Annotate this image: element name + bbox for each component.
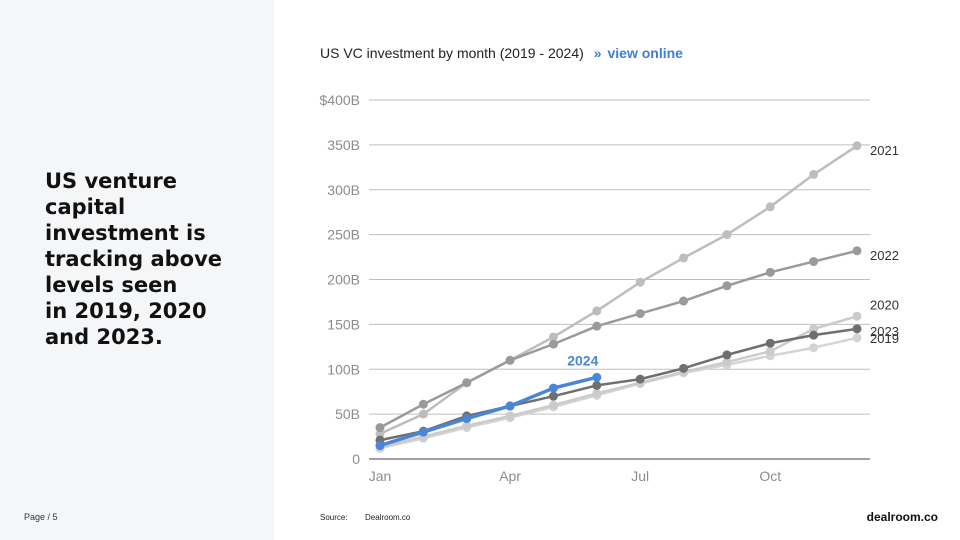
series-line-2024 bbox=[379, 375, 598, 448]
series-line-2019 bbox=[379, 336, 858, 450]
data-point-2022 bbox=[765, 267, 775, 277]
y-tick-label: 250B bbox=[327, 227, 360, 243]
data-point-2022 bbox=[418, 399, 428, 409]
chevron-right-icon: » bbox=[593, 45, 602, 61]
chart-title: US VC investment by month (2019 - 2024) … bbox=[320, 45, 683, 61]
data-point-2021 bbox=[635, 277, 645, 287]
data-point-2024 bbox=[462, 414, 472, 424]
data-point-2022 bbox=[852, 246, 862, 256]
data-point-2020 bbox=[592, 388, 602, 398]
page-number: Page / 5 bbox=[24, 512, 58, 522]
y-tick-label: 350B bbox=[327, 137, 360, 153]
data-point-2022 bbox=[375, 423, 385, 433]
data-point-2020 bbox=[852, 311, 862, 321]
series-label-2023: 2023 bbox=[870, 324, 899, 339]
series-line-2023 bbox=[379, 327, 858, 442]
data-point-2023 bbox=[852, 324, 862, 334]
data-point-2024 bbox=[548, 383, 558, 393]
headline: US venture capital investment is trackin… bbox=[45, 169, 223, 349]
x-tick-label: Jan bbox=[369, 468, 392, 484]
data-point-2023 bbox=[809, 330, 819, 340]
left-panel bbox=[0, 0, 274, 540]
series-line-2022 bbox=[379, 249, 858, 429]
data-point-2023 bbox=[592, 380, 602, 390]
y-tick-label: 150B bbox=[327, 316, 360, 332]
data-point-2020 bbox=[462, 421, 472, 431]
source-label: Source: bbox=[320, 513, 348, 522]
data-point-2022 bbox=[679, 296, 689, 306]
view-online-link[interactable]: » view online bbox=[594, 45, 683, 61]
source-value: Dealroom.co bbox=[365, 513, 411, 522]
data-point-2023 bbox=[548, 391, 558, 401]
data-point-2023 bbox=[635, 374, 645, 384]
chart-title-text: US VC investment by month (2019 - 2024) bbox=[320, 45, 584, 61]
series-label-2021: 2021 bbox=[870, 143, 899, 158]
data-point-2021 bbox=[679, 253, 689, 263]
data-point-2023 bbox=[679, 363, 689, 373]
data-point-2020 bbox=[765, 346, 775, 356]
x-tick-label: Jul bbox=[631, 468, 649, 484]
data-point-2024 bbox=[375, 441, 385, 451]
data-point-2021 bbox=[418, 409, 428, 419]
data-point-2019 bbox=[852, 333, 862, 343]
data-point-2022 bbox=[505, 355, 515, 365]
x-tick-label: Apr bbox=[499, 468, 521, 484]
series-label-2022: 2022 bbox=[870, 248, 899, 263]
data-point-2021 bbox=[722, 230, 732, 240]
data-point-2021 bbox=[592, 306, 602, 316]
y-tick-label: 300B bbox=[327, 182, 360, 198]
data-point-2020 bbox=[548, 400, 558, 410]
data-point-2021 bbox=[375, 429, 385, 439]
data-point-2022 bbox=[462, 378, 472, 388]
series-line-2021 bbox=[379, 144, 858, 436]
data-point-2023 bbox=[765, 338, 775, 348]
data-point-2019 bbox=[809, 343, 819, 353]
data-point-2020 bbox=[722, 357, 732, 367]
y-tick-label: 50B bbox=[335, 406, 360, 422]
data-point-2024 bbox=[418, 427, 428, 437]
data-point-2022 bbox=[548, 339, 558, 349]
series-line-2020 bbox=[379, 315, 858, 449]
data-point-2022 bbox=[722, 281, 732, 291]
data-point-2021 bbox=[852, 141, 862, 151]
data-point-2022 bbox=[635, 309, 645, 319]
data-point-2021 bbox=[765, 202, 775, 212]
y-tick-label: $400B bbox=[320, 92, 360, 108]
data-point-2020 bbox=[809, 324, 819, 334]
data-point-2021 bbox=[809, 169, 819, 179]
y-tick-label: 200B bbox=[327, 272, 360, 288]
series-label-2019: 2019 bbox=[870, 331, 899, 346]
data-point-2022 bbox=[809, 257, 819, 267]
series-label-2020: 2020 bbox=[870, 297, 899, 312]
x-tick-label: Oct bbox=[759, 468, 781, 484]
view-online-label: view online bbox=[607, 45, 683, 61]
data-point-2021 bbox=[548, 332, 558, 342]
y-tick-label: 0 bbox=[352, 451, 360, 467]
y-tick-label: 100B bbox=[327, 361, 360, 377]
data-point-2022 bbox=[592, 321, 602, 331]
brand-logo: dealroom.co bbox=[866, 510, 938, 524]
data-point-2024 bbox=[505, 401, 515, 411]
data-point-2024 bbox=[592, 372, 602, 382]
data-point-2020 bbox=[505, 411, 515, 421]
series-label-2024: 2024 bbox=[567, 352, 598, 368]
data-point-2023 bbox=[722, 350, 732, 360]
